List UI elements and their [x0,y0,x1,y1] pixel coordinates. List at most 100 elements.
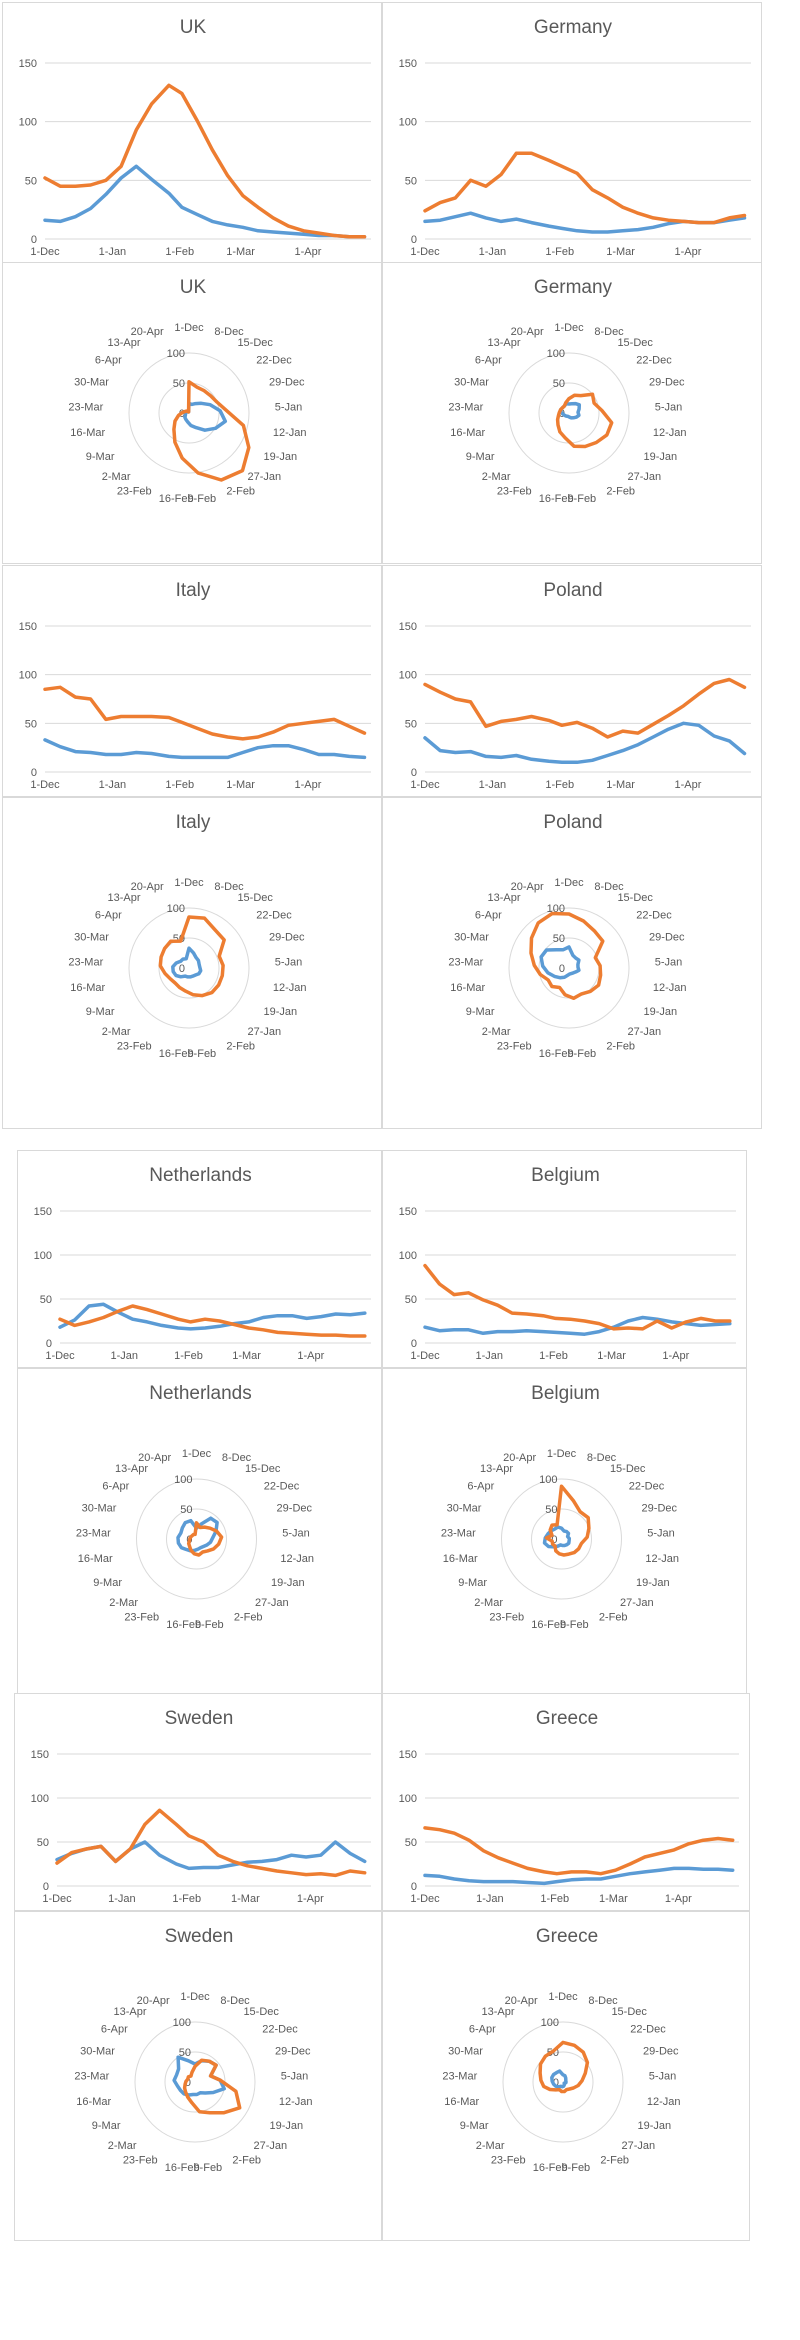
radar-spoke-label: 13-Apr [108,337,141,349]
radar-spoke-label: 6-Apr [102,1480,129,1492]
radar-spoke-label: 16-Feb [165,2162,200,2174]
radar-spoke-label: 1-Dec [174,322,204,334]
radar-spoke-label: 9-Feb [567,493,596,505]
radar-spoke-label: 29-Dec [275,2046,311,2058]
radar-spoke-label: 15-Dec [237,892,273,904]
line-chart-belgium: Belgium 0 50 100 150 1-Dec 1-Jan 1-Feb 1-Mar 1-Ap… [382,1150,747,1368]
y-tick-label: 100 [399,1793,417,1805]
y-tick-label: 50 [405,1294,417,1306]
radar-spoke-label: 9-Feb [567,1048,596,1060]
radar-spoke-label: 16-Mar [450,427,485,439]
radar-spoke-label: 9-Mar [466,1006,495,1018]
radar-spoke-label: 8-Dec [214,326,244,338]
x-tick-label: 1-Apr [675,246,702,258]
chart-svg: UK 0 50 100 150 1-Dec 1-Jan 1-Feb 1-Mar 1-Apr [19,17,371,258]
radar-spoke-label: 2-Feb [599,1611,628,1623]
chart-title: Netherlands [149,1165,251,1186]
x-tick-label: 1-Feb [172,1893,201,1905]
radar-spoke-label: 13-Apr [488,892,521,904]
radar-spoke-label: 30-Mar [447,1503,482,1515]
y-tick-label: 0 [411,767,417,779]
radar-spoke-label: 9-Mar [458,1577,487,1589]
radar-spoke-label: 15-Dec [245,1463,281,1475]
radar-spoke-label: 15-Dec [611,2006,647,2018]
radar-spoke-label: 6-Apr [95,909,122,921]
radar-ring [532,2051,594,2113]
radar-ring [508,907,630,1029]
x-tick-label: 1-Dec [410,1350,440,1362]
chart-title: Germany [534,277,613,298]
radar-spoke-label: 2-Feb [226,1040,255,1052]
x-tick-label: 1-Mar [599,1893,628,1905]
radar-spoke-label: 12-Jan [280,1553,314,1565]
radar-spoke-label: 16-Feb [159,493,194,505]
y-tick-label: 150 [399,58,417,70]
radar-spoke-label: 20-Apr [511,326,544,338]
x-tick-label: 1-Mar [597,1350,626,1362]
x-tick-label: 1-Mar [226,779,255,791]
radar-spoke-label: 13-Apr [108,892,141,904]
x-tick-label: 1-Apr [662,1350,689,1362]
radar-spoke-label: 2-Mar [102,471,131,483]
series-line-orange [43,83,367,239]
radar-spoke-label: 1-Dec [554,322,584,334]
x-tick-label: 1-Jan [479,246,507,258]
radar-spoke-label: 9-Mar [86,1006,115,1018]
radar-spoke-label: 2-Feb [226,485,255,497]
series-line-blue [43,738,367,760]
radar-chart-netherlands: Netherlands 0 50 100 1-Dec 8-Dec 15-Dec 22-Dec 2… [17,1368,382,1698]
radar-series-orange [158,915,226,998]
chart-svg: Sweden 0 50 100 150 1-Dec 1-Jan 1-Feb 1-Mar 1-Apr [31,1708,371,1905]
radar-spoke-label: 27-Jan [627,1026,661,1038]
line-chart-greece: Greece 0 50 100 150 1-Dec 1-Jan 1-Feb 1-Mar 1-Apr [382,1693,750,1911]
radar-series-orange [529,911,605,1001]
radar-spoke-label: 5-Jan [275,402,303,414]
radar-ring [531,1508,592,1570]
y-tick-label: 0 [411,1881,417,1893]
chart-title: Belgium [531,1383,600,1404]
radar-spoke-label: 2-Mar [482,1026,511,1038]
x-tick-label: 1-Feb [540,1893,569,1905]
radar-ring [136,1478,257,1600]
chart-svg: Greece 0 50 100 150 1-Dec 1-Jan 1-Feb 1-Mar 1-Apr [399,1708,739,1905]
radar-ring [166,1508,227,1570]
radar-spoke-label: 2-Mar [108,2140,137,2152]
y-tick-label: 0 [31,234,37,246]
chart-title: UK [180,17,207,38]
radar-spoke-label: 8-Dec [220,1995,250,2007]
x-tick-label: 1-Feb [174,1350,203,1362]
radar-spoke-label: 19-Jan [263,451,297,463]
radar-spoke-label: 23-Mar [68,402,103,414]
series-line-blue [423,1866,735,1886]
radar-chart-greece: Greece 0 50 100 1-Dec 8-Dec 15-Dec 22-Dec 29-Dec… [382,1911,750,2241]
radar-chart-germany: Germany 0 50 100 1-Dec 8-Dec 15-Dec 22-Dec 29-De… [382,262,762,564]
radar-spoke-label: 9-Feb [187,1048,216,1060]
radar-chart-uk: UK 0 50 100 1-Dec 8-Dec 15-Dec 22-Dec 29-Dec 5-Ja… [2,262,382,564]
radar-spoke-label: 27-Jan [247,471,281,483]
radar-spoke-label: 2-Feb [606,1040,635,1052]
y-tick-label: 50 [25,175,37,187]
radar-spoke-label: 13-Apr [115,1463,148,1475]
y-tick-label: 50 [40,1294,52,1306]
radar-ring-label: 100 [167,903,185,915]
chart-title: Sweden [165,1708,234,1729]
radar-spoke-label: 16-Feb [159,1048,194,1060]
radar-spoke-label: 8-Dec [222,1452,252,1464]
x-tick-label: 1-Feb [539,1350,568,1362]
radar-series-blue [171,946,203,979]
radar-spoke-label: 22-Dec [256,909,292,921]
radar-spoke-label: 9-Feb [195,1619,224,1631]
radar-spoke-label: 2-Mar [482,471,511,483]
series-line-orange [423,1826,735,1876]
chart-title: Belgium [531,1165,600,1186]
radar-spoke-label: 16-Mar [76,2096,111,2108]
chart-title: Germany [534,17,613,38]
radar-spoke-label: 15-Dec [610,1463,646,1475]
radar-spoke-label: 19-Jan [643,1006,677,1018]
radar-spoke-label: 16-Mar [70,982,105,994]
y-tick-label: 100 [399,117,417,129]
radar-spoke-label: 1-Dec [547,1448,577,1460]
